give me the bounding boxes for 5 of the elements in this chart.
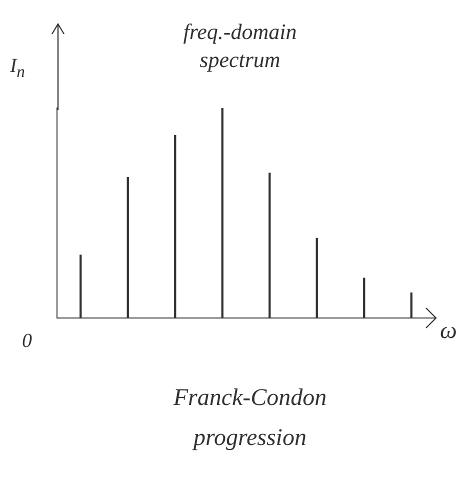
y-axis-title: I$_{n}$ (10, 55, 25, 82)
x-axis-title: ω (440, 318, 457, 345)
text: 0 (22, 330, 32, 353)
chart-title: freq.-domain spectrum (182, 18, 298, 74)
text: Franck-Condon progression (172, 384, 328, 453)
